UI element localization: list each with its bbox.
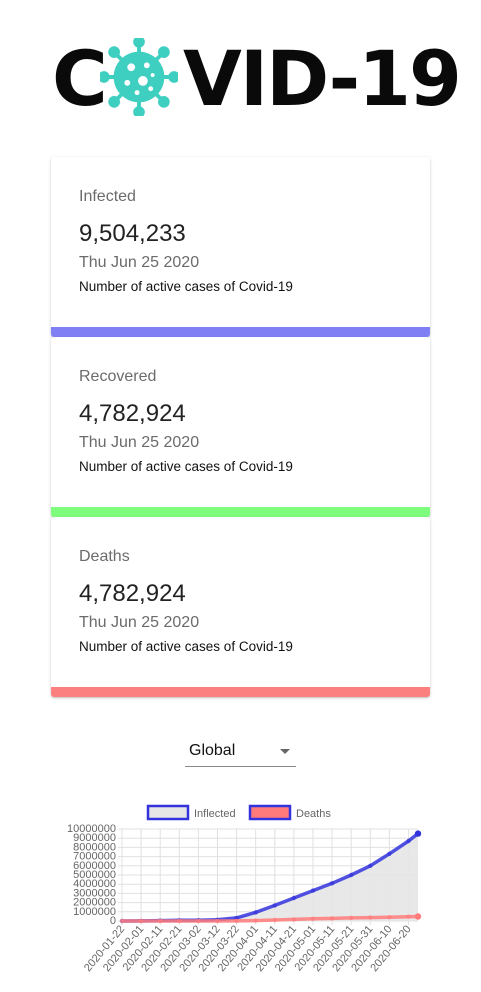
data-point	[368, 863, 373, 868]
card-value: 4,782,924	[79, 400, 186, 427]
legend-swatch	[248, 804, 292, 821]
card-description: Number of active cases of Covid-19	[79, 639, 293, 654]
data-point	[253, 910, 258, 915]
data-point	[215, 918, 220, 924]
data-point	[310, 916, 316, 921]
card-title: Infected	[79, 188, 136, 205]
legend-item-1[interactable]: Deaths	[248, 804, 331, 821]
card-description: Number of active cases of Covid-19	[79, 459, 293, 474]
data-point-end	[414, 830, 422, 837]
data-point	[196, 918, 201, 924]
card-accent-bar	[51, 687, 430, 697]
cases-line-chart: 0100000020000003000000400000050000006000…	[67, 804, 422, 974]
data-point	[406, 914, 411, 919]
series-area-0	[122, 833, 418, 921]
y-tick-label: 5000000	[73, 869, 116, 881]
data-point	[329, 916, 335, 921]
data-point	[272, 903, 277, 908]
data-point	[310, 888, 316, 893]
country-select-value: Global	[189, 742, 236, 759]
y-tick-label: 2000000	[73, 897, 116, 909]
y-tick-label: 6000000	[73, 860, 116, 872]
data-point-end	[414, 913, 422, 920]
legend-swatch	[146, 804, 190, 821]
data-point	[329, 881, 335, 886]
data-point	[349, 872, 354, 878]
dropdown-arrow-icon	[280, 749, 290, 754]
data-point	[158, 918, 163, 924]
y-tick-label: 4000000	[73, 878, 116, 890]
chart-legend[interactable]: Inflected Deaths	[146, 804, 331, 821]
y-tick-label: 0	[110, 915, 116, 927]
data-point	[138, 918, 144, 924]
card-date: Thu Jun 25 2020	[79, 614, 200, 631]
logo-text: VID-19	[183, 34, 462, 123]
data-point	[406, 838, 411, 844]
chart-area	[122, 833, 418, 921]
card-accent-bar	[51, 507, 430, 517]
coronavirus-icon	[100, 38, 178, 116]
data-point	[234, 918, 239, 924]
y-tick-label: 1000000	[73, 906, 116, 918]
card-value: 4,782,924	[79, 580, 186, 607]
card-accent-bar	[51, 327, 430, 337]
legend-item-0[interactable]: Inflected	[146, 804, 236, 821]
data-point	[349, 915, 354, 921]
y-tick-label: 10000000	[67, 823, 116, 835]
data-point	[368, 915, 373, 920]
data-point	[387, 915, 392, 920]
covid-19-logo: C VID-19	[0, 0, 481, 140]
y-tick-label: 8000000	[73, 841, 116, 853]
y-tick-label: 9000000	[73, 832, 116, 844]
deaths-card: Deaths 4,782,924 Thu Jun 25 2020 Number …	[51, 517, 430, 697]
data-point	[272, 917, 277, 923]
country-select[interactable]: Global	[185, 739, 296, 767]
legend-label: Inflected	[194, 808, 236, 820]
card-date: Thu Jun 25 2020	[79, 434, 200, 451]
y-tick-label: 3000000	[73, 887, 116, 899]
data-point	[119, 918, 125, 924]
data-point	[253, 918, 258, 923]
data-point	[177, 918, 182, 924]
infected-card: Infected 9,504,233 Thu Jun 25 2020 Numbe…	[51, 157, 430, 337]
data-point	[291, 917, 297, 922]
logo-letter-c: C	[52, 34, 108, 123]
card-description: Number of active cases of Covid-19	[79, 279, 293, 294]
data-point	[387, 851, 392, 856]
recovered-card: Recovered 4,782,924 Thu Jun 25 2020 Numb…	[51, 337, 430, 517]
y-tick-label: 7000000	[73, 851, 116, 863]
data-point	[291, 895, 297, 901]
card-title: Deaths	[79, 548, 130, 565]
card-date: Thu Jun 25 2020	[79, 254, 200, 271]
card-title: Recovered	[79, 368, 157, 385]
legend-label: Deaths	[296, 808, 331, 820]
chart-series	[119, 830, 422, 924]
card-value: 9,504,233	[79, 220, 186, 247]
